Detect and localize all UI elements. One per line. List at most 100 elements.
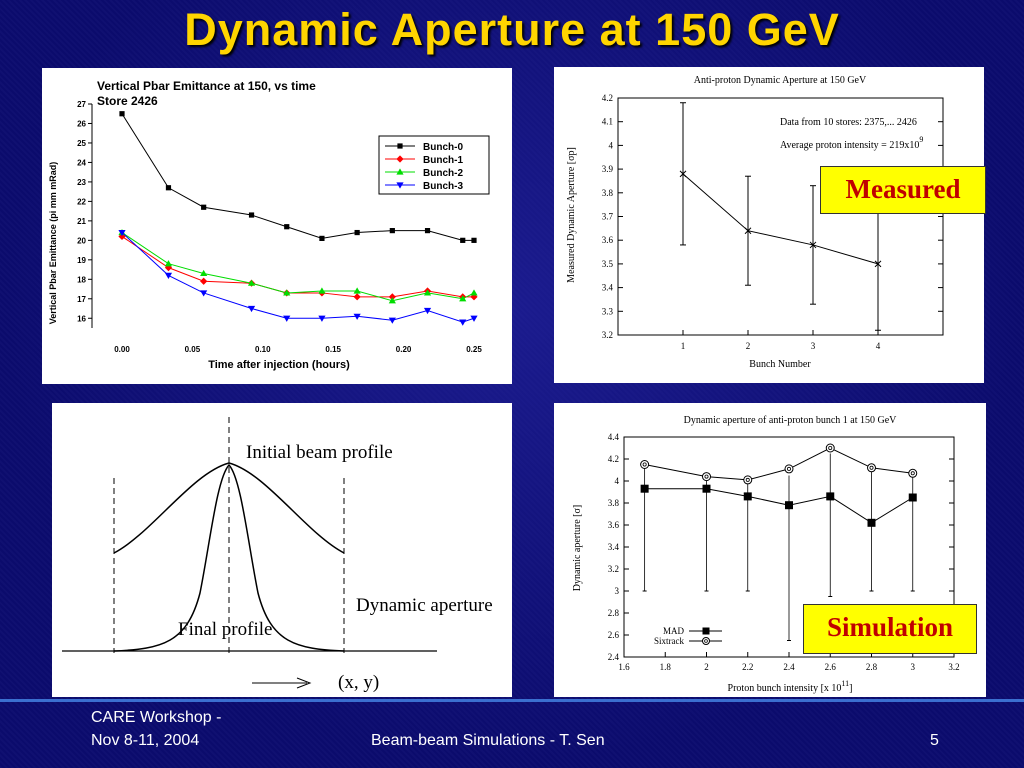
legend-label: Bunch-2 xyxy=(423,168,463,179)
y-tick-label: 2.6 xyxy=(608,630,620,640)
legend-label: Bunch-0 xyxy=(423,142,463,153)
footer-author: Beam-beam Simulations - T. Sen xyxy=(371,732,605,749)
x-tick-label: 0.25 xyxy=(466,345,482,354)
legend-marker xyxy=(396,182,404,189)
data-point xyxy=(388,317,396,324)
y-tick-label: 22 xyxy=(77,197,86,206)
y-tick-label: 3.5 xyxy=(602,259,614,269)
legend-marker xyxy=(396,168,404,175)
y-tick-label: 2.8 xyxy=(608,608,620,618)
y-tick-label: 17 xyxy=(77,295,86,304)
legend-label: Bunch-3 xyxy=(423,181,463,192)
x-tick-label: 2.6 xyxy=(825,662,837,672)
data-point xyxy=(826,492,835,501)
chart-x-label: Bunch Number xyxy=(749,359,811,370)
data-point xyxy=(459,319,467,326)
data-point xyxy=(471,237,477,243)
y-tick-label: 18 xyxy=(77,275,86,284)
annotation-text: Average proton intensity = 219x10 xyxy=(780,140,919,151)
data-point xyxy=(679,170,687,178)
y-tick-label: 4.2 xyxy=(602,93,613,103)
data-point xyxy=(640,484,649,493)
y-tick-label: 3.9 xyxy=(602,164,614,174)
y-tick-label: 4 xyxy=(609,140,614,150)
y-tick-label: 25 xyxy=(77,139,86,148)
y-tick-label: 3.3 xyxy=(602,306,614,316)
arrow-head xyxy=(296,677,312,689)
data-point-inner xyxy=(642,462,647,467)
legend-label: MAD xyxy=(663,626,685,636)
slide-title: Dynamic Aperture at 150 GeV xyxy=(184,4,840,55)
footer-date: Nov 8-11, 2004 xyxy=(91,732,200,749)
data-point xyxy=(119,111,125,117)
x-tick-label: 1.8 xyxy=(660,662,672,672)
y-tick-label: 4.2 xyxy=(608,454,619,464)
data-point xyxy=(784,464,794,474)
data-point xyxy=(785,501,793,510)
data-point xyxy=(164,272,173,280)
data-point-inner xyxy=(910,471,915,476)
legend-marker xyxy=(397,143,403,149)
chart-title: Anti-proton Dynamic Aperture at 150 GeV xyxy=(694,75,867,86)
plot-frame xyxy=(617,97,944,336)
x-tick-label: 2.4 xyxy=(783,662,795,672)
data-point xyxy=(165,185,172,191)
beam-profile-diagram: Initial beam profile Final profile Dynam… xyxy=(62,417,493,693)
data-point xyxy=(283,315,291,322)
y-tick-label: 3.6 xyxy=(608,520,620,530)
data-point xyxy=(388,293,396,301)
measured-aperture-panel: Anti-proton Dynamic Aperture at 150 GeV … xyxy=(554,67,984,383)
data-point xyxy=(248,212,255,218)
footer-workshop: CARE Workshop - xyxy=(91,709,222,726)
x-tick-label: 3 xyxy=(911,662,916,672)
data-point xyxy=(164,260,173,267)
beam-profile-diagram-panel: Initial beam profile Final profile Dynam… xyxy=(52,403,512,697)
data-point xyxy=(200,290,208,297)
data-point xyxy=(809,241,817,249)
y-tick-label: 23 xyxy=(77,178,86,187)
y-tick-label: 26 xyxy=(77,119,86,128)
initial-profile-curve xyxy=(113,462,345,554)
series-line-2 xyxy=(121,232,475,302)
data-point xyxy=(353,287,361,294)
data-point xyxy=(283,289,291,296)
data-point xyxy=(353,293,361,301)
y-tick-label: 3.2 xyxy=(608,564,619,574)
y-tick-label: 3.4 xyxy=(602,283,614,293)
legend-marker xyxy=(396,155,404,163)
data-point-inner xyxy=(869,465,874,470)
axis-variable-label: (x, y) xyxy=(338,672,379,693)
legend-marker xyxy=(702,637,710,645)
data-point xyxy=(908,468,918,478)
x-tick-label: 2.2 xyxy=(742,662,753,672)
measured-badge: Measured xyxy=(820,166,986,214)
y-tick-label: 3.8 xyxy=(602,188,614,198)
data-point xyxy=(247,305,256,313)
x-tick-label: 4 xyxy=(876,341,881,351)
data-point xyxy=(743,492,752,501)
x-tick-label: 0.05 xyxy=(185,345,201,354)
chart-subtitle: Store 2426 xyxy=(97,94,158,108)
data-point xyxy=(470,315,478,322)
data-point-inner xyxy=(786,466,791,471)
data-point xyxy=(908,493,917,502)
x-tick-label: 1 xyxy=(681,341,686,351)
y-tick-label: 3.8 xyxy=(608,498,620,508)
chart-y-label: Measured Dynamic Aperture [σp] xyxy=(566,147,577,283)
y-tick-label: 3 xyxy=(615,586,620,596)
dynamic-aperture-label: Dynamic aperture xyxy=(356,595,493,616)
y-tick-label: 4.4 xyxy=(608,432,620,442)
data-point xyxy=(702,472,711,482)
x-tick-label: 3 xyxy=(811,341,816,351)
footer-page-number: 5 xyxy=(930,732,939,749)
data-point xyxy=(200,277,208,285)
data-point xyxy=(247,279,256,286)
series-line-1 xyxy=(121,236,474,298)
x-label-text: Proton bunch intensity [x 10 xyxy=(728,683,842,694)
chart-title: Dynamic aperture of anti-proton bunch 1 … xyxy=(684,415,897,426)
data-point xyxy=(867,463,876,473)
data-point xyxy=(825,443,835,453)
y-tick-label: 4.1 xyxy=(602,117,613,127)
data-point xyxy=(867,518,876,527)
x-tick-label: 2 xyxy=(746,341,751,351)
